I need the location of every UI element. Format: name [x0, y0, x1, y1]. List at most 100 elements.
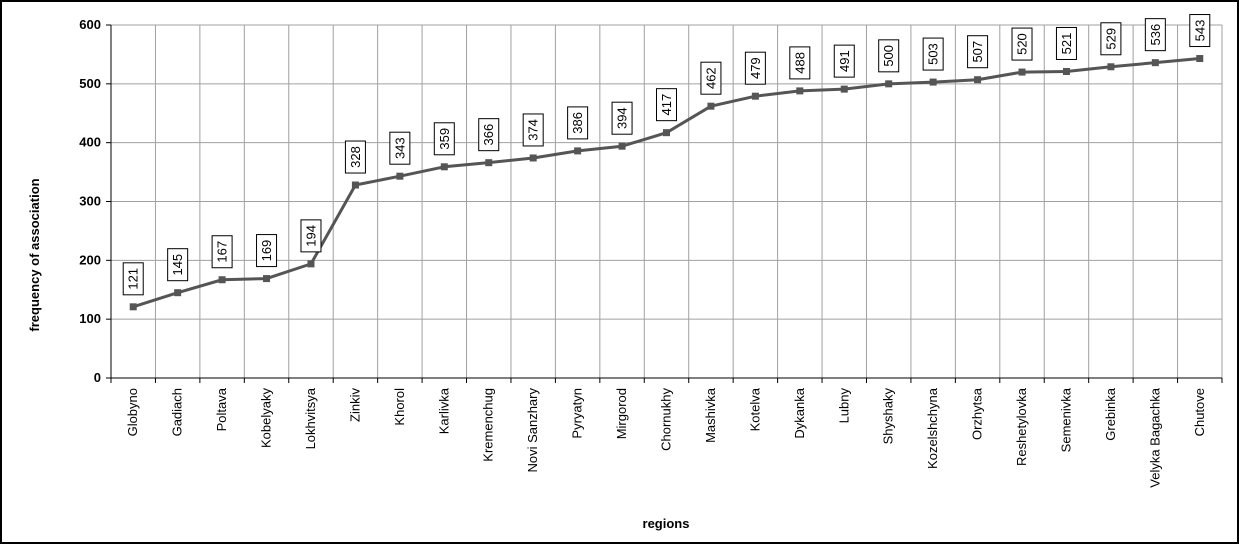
data-label: 167 — [215, 241, 230, 263]
data-label: 394 — [615, 107, 630, 129]
data-label: 328 — [348, 146, 363, 168]
x-category-label: Lubny — [836, 388, 851, 424]
x-category-label: Kozelshchyna — [925, 387, 940, 469]
x-category-label: Gadiach — [170, 388, 185, 436]
data-point-marker — [707, 102, 715, 110]
data-point-marker — [129, 303, 137, 311]
x-category-label: Pyryatyn — [570, 388, 585, 439]
data-label-box — [833, 44, 855, 78]
data-point-marker — [1018, 68, 1026, 76]
x-category-label: Novi Sanzhary — [525, 388, 540, 473]
data-label: 359 — [437, 128, 452, 150]
data-point-marker — [440, 163, 448, 171]
data-label: 417 — [659, 94, 674, 116]
x-category-label: Globyno — [125, 388, 140, 436]
y-tick-label: 600 — [79, 17, 101, 32]
x-category-label: Shyshaky — [881, 388, 896, 445]
data-label-box — [878, 39, 900, 73]
data-point-marker — [751, 92, 759, 100]
data-label-box — [478, 118, 500, 152]
data-point-marker — [618, 142, 626, 150]
data-label: 145 — [170, 254, 185, 276]
data-label: 194 — [303, 225, 318, 247]
x-category-label: Grebinka — [1103, 387, 1118, 441]
data-label: 529 — [1103, 28, 1118, 50]
data-label: 491 — [837, 50, 852, 72]
data-label-box — [1189, 14, 1211, 48]
data-label: 520 — [1015, 33, 1030, 55]
x-category-label: Mashivka — [703, 387, 718, 443]
x-category-label: Velyka Bagachka — [1147, 387, 1162, 488]
data-label-box — [1055, 26, 1077, 60]
data-label-box — [122, 262, 144, 296]
y-tick-label: 0 — [94, 370, 101, 385]
data-label: 479 — [748, 57, 763, 79]
data-point-marker — [840, 85, 848, 93]
data-point-marker — [529, 154, 537, 162]
data-point-marker — [396, 172, 404, 180]
data-point-marker — [307, 260, 315, 268]
data-label: 366 — [481, 124, 496, 146]
data-label-box — [1011, 27, 1033, 61]
data-label-box — [167, 248, 189, 282]
data-label-box — [744, 51, 766, 85]
data-label-box — [967, 35, 989, 69]
data-label-box — [389, 131, 411, 165]
data-point-marker — [351, 181, 359, 189]
data-label: 343 — [392, 137, 407, 159]
data-point-marker — [174, 289, 182, 297]
y-tick-label: 100 — [79, 311, 101, 326]
x-category-label: Zinkiv — [347, 388, 362, 422]
data-label-box — [300, 219, 322, 253]
series — [129, 55, 1204, 311]
x-category-label: Mirgorod — [614, 388, 629, 439]
y-tick-label: 300 — [79, 194, 101, 209]
data-point-marker — [929, 78, 937, 86]
data-label: 507 — [970, 41, 985, 63]
data-label: 386 — [570, 112, 585, 134]
data-label: 500 — [881, 45, 896, 67]
gridlines — [111, 24, 1223, 378]
data-point-marker — [485, 159, 493, 167]
data-point-marker — [1151, 59, 1159, 67]
data-label-box — [656, 88, 677, 122]
x-axis-categories: Globyno Gadiach Poltava Kobelyaky Lokhvitsya… — [125, 387, 1207, 488]
data-point-marker — [796, 87, 804, 95]
data-point-marker — [974, 76, 982, 84]
data-label-box — [611, 101, 633, 135]
x-category-label: Reshetylovka — [1014, 387, 1029, 466]
data-label: 374 — [526, 119, 541, 141]
x-category-label: Kremenchug — [481, 388, 496, 462]
data-label: 503 — [926, 43, 941, 65]
data-label: 521 — [1059, 33, 1074, 55]
data-label: 543 — [1192, 20, 1207, 42]
data-point-marker — [663, 129, 670, 137]
x-category-label: Poltava — [214, 387, 229, 431]
x-category-label: Semenivka — [1058, 387, 1073, 452]
data-label-box — [1144, 18, 1166, 52]
data-label-box — [522, 113, 544, 147]
data-label-box — [567, 106, 589, 140]
y-axis-title: frequency of association — [27, 178, 42, 331]
data-label-box — [789, 46, 811, 80]
x-category-label: Karlivka — [436, 387, 451, 434]
x-category-label: Orzhytsa — [970, 387, 985, 440]
x-category-label: Lokhvitsya — [303, 387, 318, 449]
data-point-marker — [885, 80, 893, 88]
data-label-box — [344, 140, 366, 174]
y-tick-label: 400 — [79, 135, 101, 150]
data-label-box — [922, 37, 944, 71]
data-label: 462 — [703, 67, 718, 89]
data-point-marker — [218, 276, 226, 284]
x-category-label: Chutove — [1192, 388, 1207, 436]
data-label-box — [433, 122, 455, 156]
data-point-marker — [1062, 67, 1070, 75]
data-label-box — [211, 235, 233, 269]
data-label-box — [1100, 22, 1122, 56]
x-category-label: Kobelyaky — [259, 388, 274, 448]
data-point-marker — [1196, 55, 1204, 63]
data-point-marker — [574, 147, 582, 155]
y-tick-label: 500 — [79, 76, 101, 91]
data-label-box — [256, 234, 278, 268]
